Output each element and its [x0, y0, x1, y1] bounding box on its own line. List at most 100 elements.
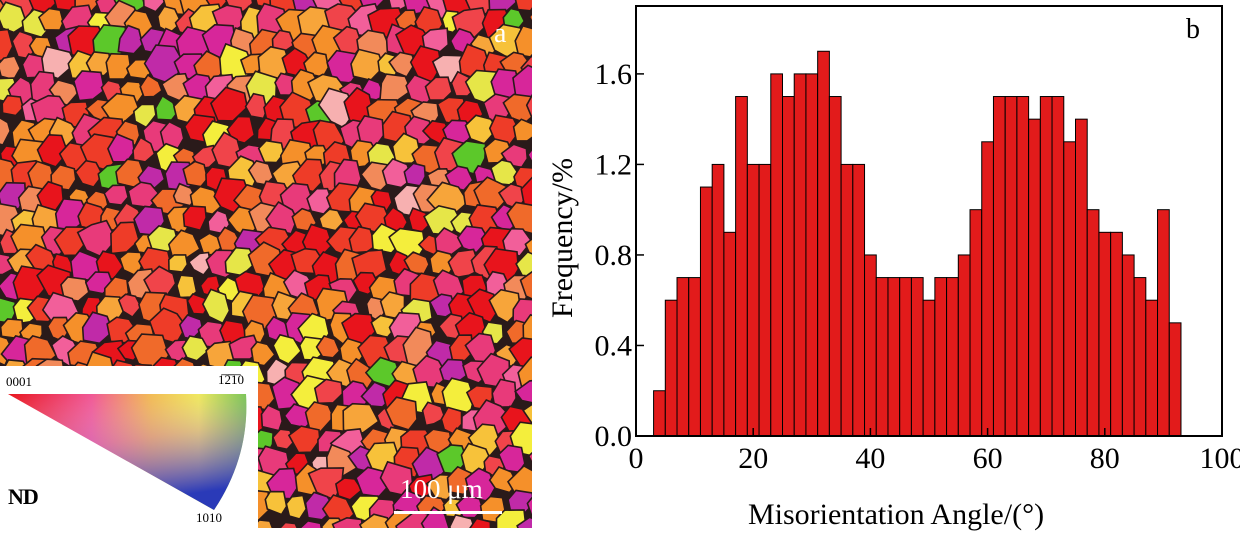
normal-direction-label: ND — [8, 484, 39, 509]
histogram-bar — [664, 299, 678, 437]
grain — [209, 86, 249, 122]
x-tick-label: 40 — [855, 442, 885, 475]
grain — [285, 494, 308, 520]
grain — [527, 451, 532, 465]
grain — [528, 12, 532, 24]
grain — [315, 335, 341, 359]
histogram-bar — [1028, 118, 1041, 437]
grain — [226, 115, 256, 144]
histogram-bar — [992, 96, 1006, 437]
grain — [187, 251, 212, 277]
grain — [502, 227, 532, 258]
histogram-bar — [676, 277, 690, 437]
grain — [342, 402, 380, 434]
histogram-bar — [653, 390, 666, 437]
grain — [313, 378, 344, 405]
grain — [514, 0, 532, 12]
histogram-bar — [1157, 209, 1170, 437]
grain — [428, 293, 457, 318]
x-tick-label: 20 — [738, 442, 768, 475]
x-axis-label: Misorientation Angle/(°) — [748, 498, 1044, 531]
ipf-corner-0001: 0001 — [6, 374, 32, 389]
grain — [154, 94, 179, 121]
ipf-corner-1010: 1010 — [196, 510, 222, 525]
x-tick-label: 0 — [629, 442, 644, 475]
y-tick-label: 0.8 — [595, 239, 633, 272]
histogram-bar — [1098, 231, 1112, 437]
grain — [0, 1, 28, 34]
histogram-bar — [1110, 231, 1123, 437]
panel-a-letter: a — [494, 18, 507, 49]
histogram-bar — [864, 254, 877, 437]
ebsd-orientation-map-panel: a 0001 1̅2̅̅1̅0 1010 — [0, 0, 532, 528]
histogram-bar — [875, 277, 889, 437]
grain — [271, 428, 296, 451]
grain — [139, 74, 163, 98]
grain — [421, 401, 446, 427]
histogram-bar — [1145, 299, 1159, 437]
y-tick-label: 0.0 — [595, 420, 633, 453]
ipf-color-key: 0001 1̅2̅̅1̅0 1010 ND — [0, 366, 258, 528]
grain — [516, 516, 532, 528]
histogram-bar — [1063, 141, 1077, 437]
grain — [41, 45, 77, 80]
histogram-bar — [1168, 322, 1182, 437]
grain — [142, 0, 167, 13]
grain — [456, 225, 490, 254]
histogram-bar — [723, 231, 737, 437]
histogram-bar — [793, 73, 807, 437]
grain — [257, 139, 285, 164]
histogram-bar — [1051, 96, 1065, 437]
axis-ticks: 0 20 40 60 80 100 0.0 0.4 0.8 1.2 1.6 — [595, 58, 1241, 475]
histogram-bar — [711, 163, 725, 437]
histogram-bar — [688, 277, 701, 437]
grain — [264, 490, 288, 516]
grain — [225, 0, 254, 13]
grain — [522, 313, 532, 343]
histogram-bar — [946, 277, 959, 437]
y-tick-label: 1.2 — [595, 148, 633, 181]
grain — [201, 288, 231, 325]
histogram-bar — [899, 277, 912, 437]
grain — [434, 226, 467, 256]
histogram-bar — [758, 163, 772, 437]
histogram-bar — [1075, 118, 1088, 437]
y-tick-label: 1.6 — [595, 58, 633, 91]
scale-bar — [394, 511, 502, 514]
grain — [0, 117, 12, 146]
grain — [132, 136, 156, 163]
grain — [0, 318, 24, 340]
grain — [526, 496, 532, 517]
grain — [515, 250, 532, 280]
x-tick-label: 60 — [973, 442, 1003, 475]
histogram-bar — [699, 186, 713, 437]
histogram-bar — [840, 163, 854, 437]
histogram-bar — [1121, 254, 1135, 437]
grain — [527, 148, 532, 164]
scale-bar-label: 100 μm — [400, 474, 483, 504]
grain — [524, 237, 532, 256]
histogram-bar — [805, 73, 819, 437]
grain — [512, 64, 532, 101]
histogram-bar — [1016, 96, 1030, 437]
histogram-bar — [782, 96, 795, 437]
grain — [60, 276, 90, 302]
grain — [448, 334, 474, 362]
histogram-bar — [770, 73, 783, 437]
grain — [331, 516, 364, 528]
histogram-bar — [934, 277, 948, 437]
grain — [74, 159, 104, 188]
grain — [299, 520, 323, 528]
grain — [182, 205, 208, 232]
grain — [85, 51, 113, 77]
ipf-triangle — [8, 394, 247, 510]
grain — [72, 70, 106, 102]
grain — [167, 254, 189, 273]
grain — [335, 477, 364, 501]
grain — [360, 381, 392, 408]
grain — [304, 401, 335, 434]
grain — [448, 513, 476, 528]
grain — [358, 513, 391, 528]
histogram-bars — [653, 50, 1182, 437]
grain — [473, 176, 512, 211]
